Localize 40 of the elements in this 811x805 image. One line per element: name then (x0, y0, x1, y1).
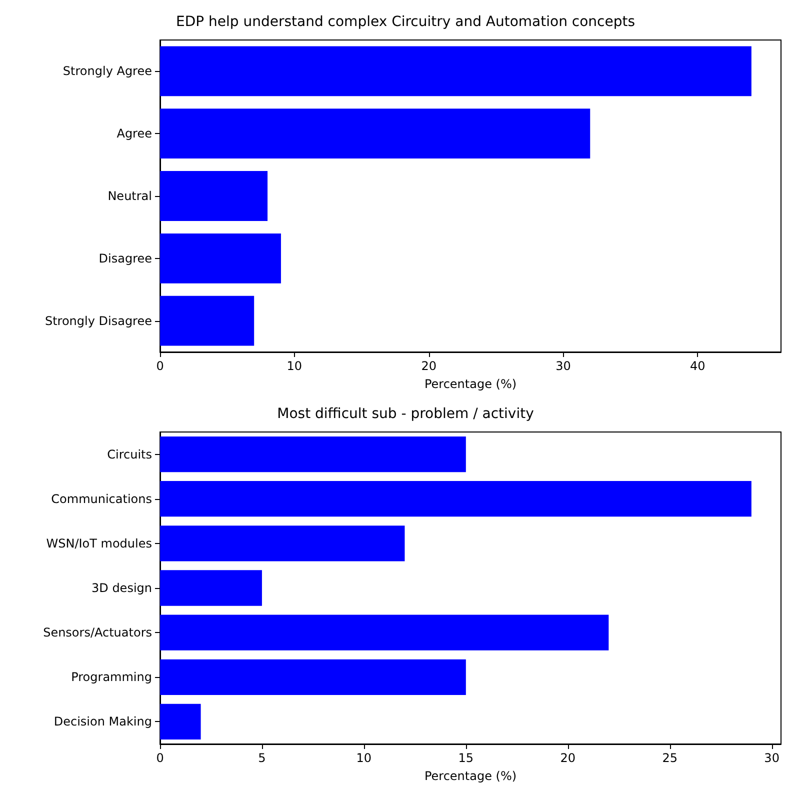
y-tick-label: Strongly Disagree (44, 314, 152, 328)
x-tick-label: 30 (556, 359, 571, 373)
y-tick-label: Neutral (108, 189, 152, 203)
x-tick-label: 15 (458, 751, 474, 765)
bar (160, 46, 752, 96)
bar (160, 526, 405, 562)
bar (160, 233, 281, 284)
x-tick-label: 25 (662, 751, 678, 765)
bar (160, 171, 268, 221)
y-tick-label: Decision Making (54, 714, 152, 729)
x-tick-label: 0 (156, 751, 164, 765)
x-axis-title: Percentage (%) (424, 377, 517, 391)
y-tick-label: Programming (71, 670, 152, 684)
bar (160, 481, 752, 517)
x-tick-label: 20 (560, 751, 576, 765)
x-axis-title: Percentage (%) (424, 769, 517, 783)
bar (160, 296, 254, 346)
bar (160, 570, 262, 606)
y-tick-label: 3D design (92, 581, 152, 595)
y-tick-label: Agree (116, 126, 152, 141)
y-tick-label: Circuits (107, 447, 152, 462)
bar (160, 436, 466, 472)
y-tick-label: Disagree (98, 251, 152, 266)
y-tick-label: WSN/IoT modules (46, 536, 152, 550)
bar (160, 614, 609, 650)
chart-title: Most difficult sub - problem / activity (277, 406, 534, 422)
x-tick-label: 10 (286, 359, 302, 373)
x-tick-label: 0 (156, 359, 164, 373)
x-tick-label: 20 (421, 359, 436, 373)
y-tick-label: Communications (51, 492, 152, 506)
bar (160, 108, 590, 159)
chart-title: EDP help understand complex Circuitry and Automation concepts (176, 14, 636, 30)
bar (160, 704, 201, 740)
x-tick-label: 30 (764, 751, 780, 765)
y-tick-label: Strongly Agree (62, 64, 152, 78)
x-tick-label: 5 (258, 751, 266, 765)
bar (160, 659, 466, 695)
y-tick-label: Sensors/Actuators (43, 626, 152, 640)
x-tick-label: 10 (356, 751, 372, 765)
x-tick-label: 40 (690, 359, 706, 373)
